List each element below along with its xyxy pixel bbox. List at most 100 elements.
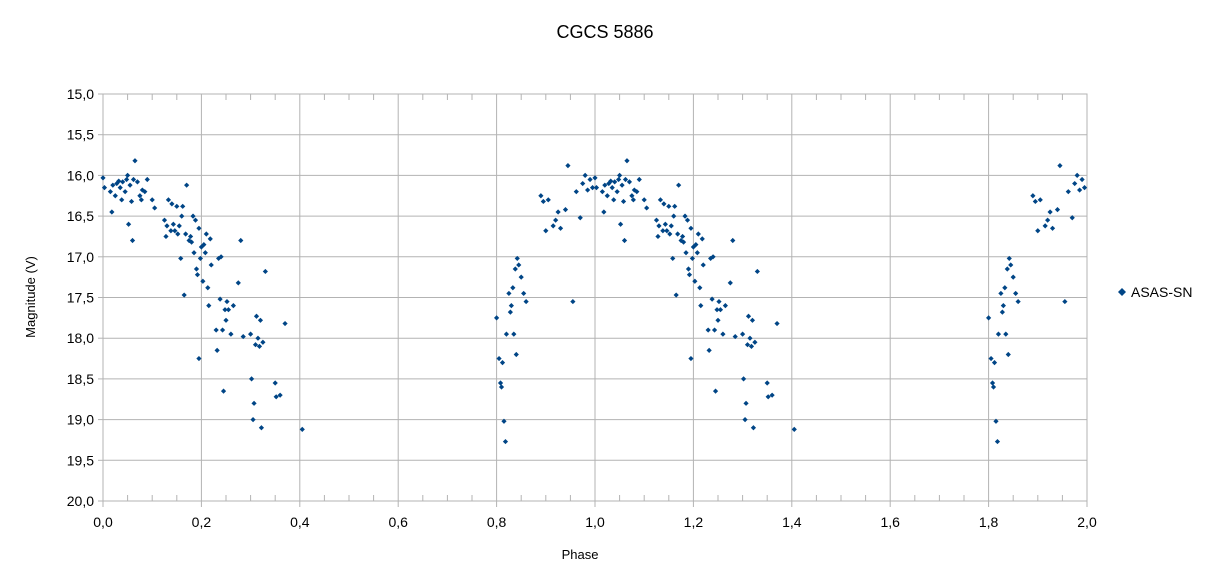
data-point	[1042, 223, 1048, 229]
data-point	[503, 331, 510, 337]
data-point	[631, 187, 637, 193]
data-point	[192, 217, 199, 223]
data-point	[582, 172, 588, 178]
data-point	[1062, 298, 1068, 305]
data-point	[124, 176, 130, 183]
data-point	[1032, 198, 1038, 205]
data-point	[653, 217, 660, 223]
data-point	[165, 197, 172, 203]
data-point	[620, 198, 627, 205]
data-point	[656, 223, 662, 229]
data-point	[518, 274, 524, 280]
data-point	[1074, 172, 1080, 178]
data-point	[120, 179, 126, 185]
data-point	[661, 201, 667, 207]
data-point	[258, 425, 265, 431]
data-point	[196, 355, 202, 362]
data-point	[565, 163, 571, 169]
data-point	[672, 203, 678, 209]
data-point	[161, 217, 168, 223]
data-point	[122, 189, 128, 195]
data-point	[197, 255, 204, 262]
data-point	[715, 317, 721, 323]
data-point	[1054, 206, 1061, 213]
data-point	[1006, 255, 1012, 262]
data-point	[172, 228, 178, 234]
data-point	[272, 380, 278, 386]
data-point	[228, 331, 234, 337]
data-point	[630, 197, 636, 203]
data-point	[134, 179, 141, 185]
data-point	[994, 438, 1001, 445]
data-point	[562, 206, 569, 213]
data-point	[666, 203, 672, 209]
data-point	[727, 280, 733, 286]
data-point	[1005, 351, 1011, 358]
data-point	[616, 176, 622, 183]
y-axis-label: Magnitude (V)	[23, 256, 38, 338]
x-tick-label: 0,8	[487, 514, 507, 530]
data-point	[205, 285, 211, 291]
data-point	[1072, 180, 1078, 187]
data-point	[694, 250, 700, 256]
data-point	[129, 237, 136, 244]
data-point	[743, 400, 749, 406]
data-point	[132, 158, 138, 164]
legend: ASAS-SN	[1118, 284, 1192, 300]
data-point	[999, 309, 1005, 315]
data-point	[200, 278, 206, 284]
data-point	[497, 380, 504, 386]
data-point	[137, 193, 143, 199]
data-point	[670, 255, 676, 262]
data-point	[993, 418, 999, 424]
data-point	[1035, 228, 1041, 234]
data-point	[523, 298, 529, 305]
data-point	[506, 290, 512, 297]
data-point	[240, 333, 246, 340]
data-point	[553, 217, 559, 223]
data-point	[765, 394, 771, 400]
data-point	[127, 182, 133, 188]
x-tick-label: 1,8	[979, 514, 999, 530]
data-point	[180, 203, 186, 209]
data-point	[580, 180, 586, 187]
data-point	[494, 315, 500, 321]
data-point	[660, 228, 666, 234]
data-point	[692, 278, 698, 284]
data-point	[1013, 290, 1019, 297]
data-point	[748, 343, 755, 349]
data-point	[1079, 176, 1085, 183]
data-point	[602, 182, 608, 188]
data-point	[1049, 225, 1056, 231]
data-point	[592, 175, 598, 181]
y-tick-label: 20,0	[67, 493, 94, 509]
data-point	[624, 158, 630, 164]
data-point	[112, 193, 118, 199]
data-point	[570, 298, 576, 305]
data-point	[222, 307, 228, 313]
data-point	[516, 262, 522, 268]
data-point	[629, 193, 635, 199]
data-point	[498, 384, 505, 390]
data-point	[250, 417, 256, 423]
data-point	[601, 209, 607, 215]
data-point	[683, 250, 689, 256]
data-point	[202, 250, 208, 256]
data-point	[100, 175, 106, 181]
data-point	[191, 250, 197, 256]
data-points	[100, 158, 1088, 445]
data-point	[636, 176, 642, 183]
data-point	[128, 198, 135, 205]
data-point	[510, 285, 516, 291]
data-point	[995, 331, 1002, 337]
data-point	[213, 327, 219, 333]
data-point	[175, 231, 181, 237]
data-point	[220, 388, 227, 394]
data-point	[225, 307, 232, 313]
data-point	[685, 266, 692, 272]
data-point	[608, 178, 614, 184]
data-point	[138, 197, 144, 203]
data-point	[711, 327, 718, 333]
data-point	[720, 331, 726, 337]
legend-marker-asas-sn	[1118, 288, 1126, 296]
